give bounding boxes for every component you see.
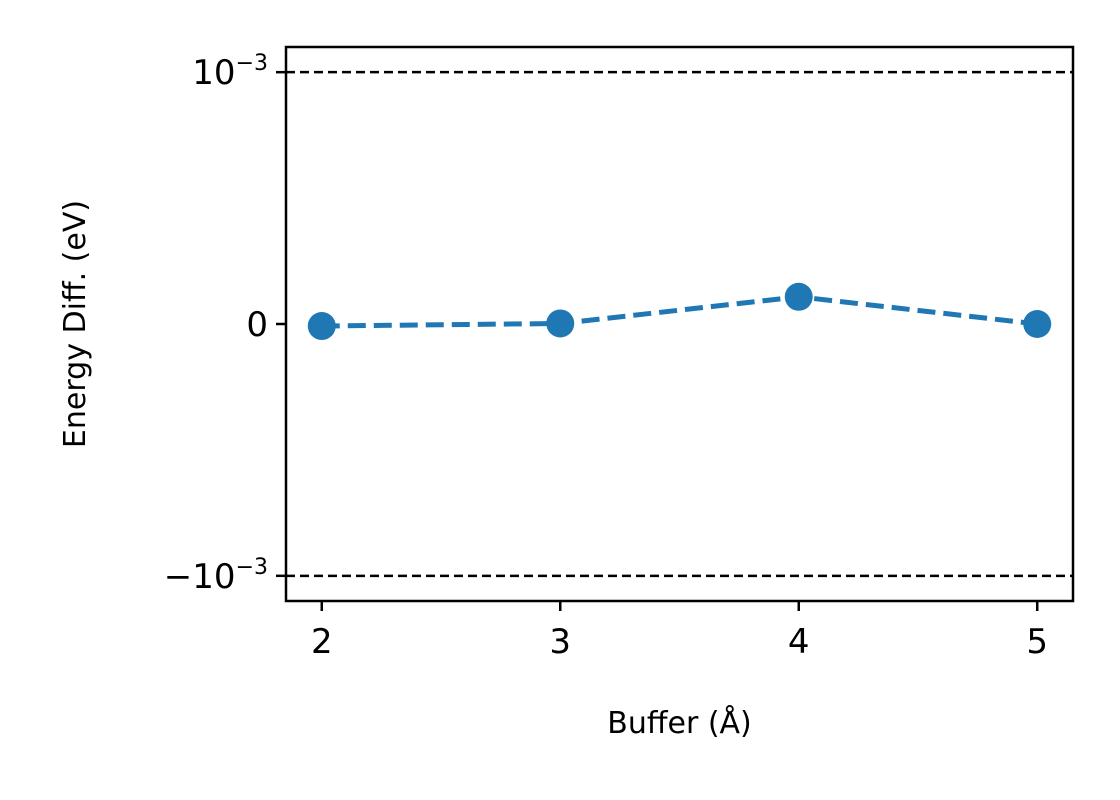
x-tick-label: 2	[311, 622, 333, 662]
series-layer	[307, 282, 1052, 341]
y-axis-label: Energy Diff. (eV)	[58, 200, 93, 448]
x-axis-ticks: 2 3 4 5	[311, 601, 1048, 662]
reference-lines	[286, 70, 1073, 578]
y-tick-label: −10−3	[164, 555, 268, 597]
data-point	[1023, 310, 1052, 338]
data-point	[307, 312, 336, 341]
series-line	[321, 294, 1038, 329]
x-tick-label: 3	[549, 622, 571, 662]
x-tick-label: 4	[788, 622, 810, 662]
data-point	[546, 309, 575, 338]
y-tick-label: 0	[246, 305, 268, 345]
y-tick-label: 10−3	[192, 51, 268, 93]
x-axis-label: Buffer (Å)	[607, 705, 752, 741]
y-axis-ticks: 10−3 0 −10−3	[164, 51, 286, 597]
data-point	[784, 282, 813, 311]
x-tick-label: 5	[1026, 622, 1048, 662]
